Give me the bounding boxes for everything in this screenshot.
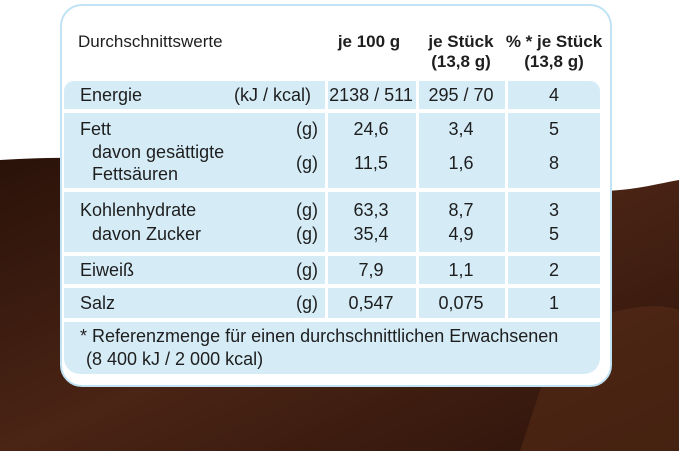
kohlenhydrate-per100: 63,3 [353,200,389,220]
gesattigt-per-piece: 1,6 [448,153,474,173]
energie-pct: 4 [548,85,559,105]
energie-row [64,81,600,109]
energie-unit: (kJ / kcal) [234,85,312,105]
fett-name: Fett [80,119,112,139]
kohlenhydrate-pct: 3 [548,200,559,220]
eiweiss-name: Eiweiß [80,260,135,280]
eiweiss-per-piece: 1,1 [448,260,474,280]
header-pct-2: (13,8 g) [524,52,584,71]
fett-pct: 5 [548,119,559,139]
eiweiss-per100: 7,9 [358,260,384,280]
salz-name: Salz [80,293,116,313]
fett-per100: 24,6 [353,119,389,139]
eiweiss-row [64,256,600,284]
energie-per100: 2138 / 511 [329,85,413,105]
zucker-unit: (g) [296,224,318,244]
gesattigt-name-1: davon gesättigte [92,142,225,162]
footnote: * Referenzmenge für einen durchschnittli… [64,322,600,374]
eiweiss-pct: 2 [548,260,559,280]
footnote-line-1: * Referenzmenge für einen durchschnittli… [80,326,559,346]
footnote-line-2: (8 400 kJ / 2 000 kcal) [86,349,264,369]
gesattigt-unit: (g) [296,153,318,173]
salz-per-piece: 0,075 [438,293,484,313]
zucker-per-piece: 4,9 [448,224,474,244]
header-per-piece-2: (13,8 g) [431,52,491,71]
salz-per100: 0,547 [348,293,394,313]
header-pct-1: % * je Stück [505,32,603,51]
gesattigt-pct: 8 [548,153,559,173]
fett-per-piece: 3,4 [448,119,474,139]
kohlenhydrate-unit: (g) [296,200,318,220]
gesattigt-per100: 11,5 [354,153,388,173]
kohlenhydrate-row [64,192,600,252]
salz-row [64,288,600,318]
header-per-piece-1: je Stück [428,32,494,51]
zucker-name: davon Zucker [92,224,202,244]
header-label: Durchschnittswerte [78,32,223,51]
gesattigt-name-2: Fettsäuren [92,164,179,184]
salz-pct: 1 [548,293,559,313]
zucker-per100: 35,4 [353,224,389,244]
fett-unit: (g) [296,119,318,139]
zucker-pct: 5 [548,224,559,244]
kohlenhydrate-name: Kohlenhydrate [80,200,197,220]
fett-row [64,113,600,188]
eiweiss-unit: (g) [296,260,318,280]
energie-name: Energie [80,85,143,105]
energie-per-piece: 295 / 70 [428,85,494,105]
header-per100: je 100 g [337,32,401,51]
salz-unit: (g) [296,293,318,313]
kohlenhydrate-per-piece: 8,7 [448,200,474,220]
